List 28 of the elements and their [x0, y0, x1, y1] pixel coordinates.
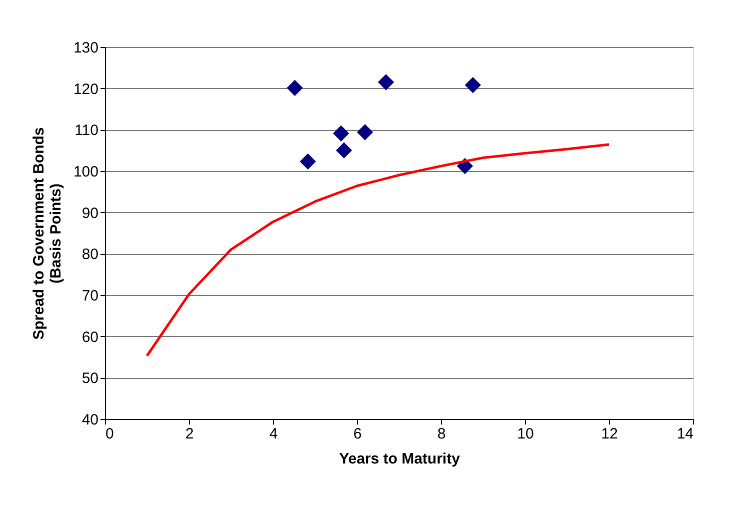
- point: [356, 124, 374, 140]
- x-axis-title: Years to Maturity: [339, 450, 461, 468]
- y-tick-label: 90: [82, 204, 98, 222]
- x-tick-label: 4: [269, 426, 278, 442]
- x-tick-label: 10: [517, 426, 534, 442]
- y-tick-label: 50: [82, 370, 98, 388]
- point: [336, 142, 352, 158]
- y-tick-label: 80: [82, 246, 98, 264]
- point: [300, 153, 316, 170]
- x-tick-label: 2: [185, 426, 194, 442]
- line-series: [146, 143, 610, 358]
- y-tick-label: 70: [82, 288, 98, 304]
- point: [286, 80, 303, 96]
- y-tick-label: 100: [73, 164, 98, 180]
- y-tick-label: 120: [73, 80, 98, 98]
- y-tick-label: 110: [74, 122, 98, 140]
- x-tick-label: 8: [437, 426, 446, 442]
- y-tick-label: 60: [82, 328, 98, 346]
- x-tick-label: 6: [353, 426, 362, 442]
- point: [378, 74, 394, 90]
- point: [464, 76, 481, 94]
- x-tick-label: 14: [676, 426, 694, 442]
- y-axis-title: Spread to Government Bonds (Basis Points): [30, 127, 64, 340]
- y-tick-label: 40: [82, 412, 98, 428]
- x-tick-label: 12: [601, 426, 618, 442]
- point: [332, 125, 350, 142]
- x-tick-label: 0: [106, 426, 114, 442]
- y-tick-label: 130: [73, 40, 98, 56]
